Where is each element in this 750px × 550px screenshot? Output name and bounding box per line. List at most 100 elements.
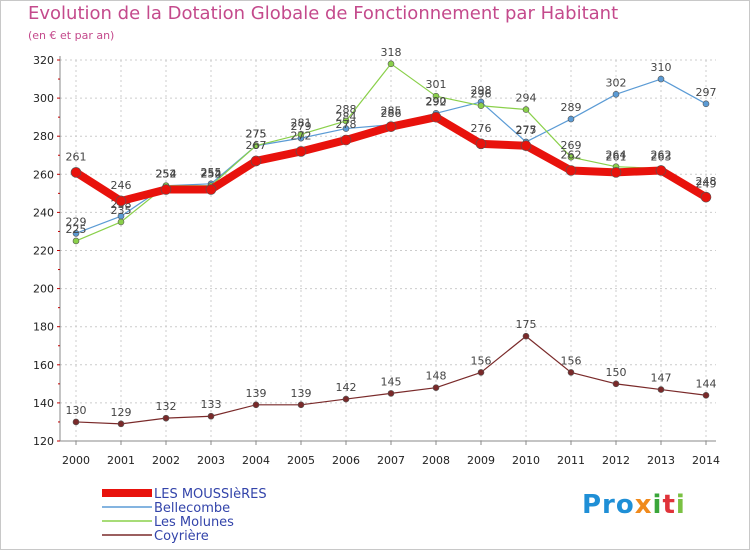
x-tick-label: 2014 (692, 454, 720, 467)
data-label: 148 (426, 370, 447, 383)
x-tick-label: 2004 (242, 454, 270, 467)
data-point (430, 111, 442, 123)
data-label: 262 (651, 148, 672, 161)
data-point (432, 384, 440, 391)
y-tick-label: 260 (33, 168, 54, 181)
data-label: 275 (246, 128, 267, 141)
data-label: 254 (201, 168, 222, 181)
y-tick-label: 220 (33, 245, 54, 258)
data-label: 318 (381, 46, 402, 59)
data-point (477, 102, 485, 110)
data-point (702, 100, 710, 108)
data-label: 252 (156, 168, 177, 181)
x-tick-label: 2013 (647, 454, 675, 467)
data-label: 246 (111, 179, 132, 192)
data-label: 296 (471, 88, 492, 101)
data-label: 301 (426, 78, 447, 91)
data-point (295, 146, 307, 157)
data-label: 252 (201, 168, 222, 181)
y-tick-label: 140 (33, 397, 54, 410)
legend-label: Les Molunes (154, 515, 234, 530)
x-tick-label: 2010 (512, 454, 540, 467)
data-point (655, 165, 667, 176)
data-label: 262 (561, 148, 582, 161)
x-tick-label: 2002 (152, 454, 180, 467)
data-point (72, 237, 80, 245)
x-tick-label: 2007 (377, 454, 405, 467)
data-label: 267 (246, 139, 267, 152)
data-label: 272 (291, 129, 312, 142)
data-point (565, 165, 577, 176)
x-tick-label: 2005 (287, 454, 315, 467)
data-point (567, 369, 575, 376)
data-label: 269 (561, 139, 582, 152)
data-label: 302 (606, 76, 627, 89)
proxiti-logo: Proxiti (582, 490, 686, 520)
y-tick-label: 280 (33, 130, 54, 143)
data-label: 298 (471, 84, 492, 97)
data-label: 288 (336, 103, 357, 116)
data-point (342, 125, 350, 132)
data-label: 147 (651, 372, 672, 385)
data-label: 264 (606, 149, 627, 162)
data-label: 297 (696, 86, 717, 99)
data-label: 279 (291, 120, 312, 133)
x-tick-label: 2006 (332, 454, 360, 467)
data-point (567, 153, 575, 161)
data-point (612, 380, 620, 388)
x-tick-label: 2011 (557, 454, 585, 467)
legend-label: Coyrière (154, 529, 209, 544)
data-point (702, 391, 710, 399)
data-label: 229 (66, 215, 87, 228)
data-point (72, 418, 80, 426)
data-label: 263 (651, 151, 672, 164)
data-label: 285 (381, 105, 402, 118)
data-label: 277 (516, 124, 537, 137)
data-label: 261 (66, 150, 87, 163)
data-label: 292 (426, 95, 447, 108)
data-label: 132 (156, 400, 177, 413)
data-label: 281 (291, 116, 312, 129)
data-point (160, 184, 172, 195)
data-label: 275 (516, 124, 537, 137)
data-label: 254 (156, 168, 177, 181)
data-point (252, 401, 260, 409)
data-label: 254 (156, 168, 177, 181)
data-point (520, 140, 532, 152)
data-point (522, 106, 530, 113)
data-point (297, 130, 305, 138)
chart-subtitle: (en € et par an) (28, 29, 115, 42)
data-point (70, 167, 82, 178)
data-label: 235 (111, 204, 132, 217)
y-tick-label: 160 (33, 359, 54, 372)
legend-label: LES MOUSSIèRES (154, 487, 267, 502)
x-tick-label: 2001 (107, 454, 135, 467)
data-point (657, 75, 665, 83)
x-tick-label: 2003 (197, 454, 225, 467)
data-point (477, 369, 485, 376)
data-label: 248 (696, 175, 717, 188)
data-point (342, 117, 350, 125)
data-point (567, 115, 575, 123)
data-label: 225 (66, 223, 87, 236)
data-point (252, 142, 260, 150)
data-point (432, 92, 440, 100)
data-point (162, 414, 170, 422)
data-point (387, 60, 395, 68)
data-point (385, 121, 397, 132)
data-point (610, 167, 622, 178)
data-label: 130 (66, 404, 87, 417)
data-point (612, 90, 620, 98)
data-label: 142 (336, 381, 357, 394)
y-tick-label: 200 (33, 283, 54, 296)
y-tick-label: 320 (33, 54, 54, 67)
y-tick-label: 300 (33, 92, 54, 105)
data-point (207, 412, 215, 420)
data-point (340, 134, 352, 146)
data-label: 310 (651, 61, 672, 74)
data-point (72, 230, 80, 237)
data-label: 294 (516, 92, 537, 105)
x-tick-label: 2012 (602, 454, 630, 467)
data-label: 145 (381, 375, 402, 388)
